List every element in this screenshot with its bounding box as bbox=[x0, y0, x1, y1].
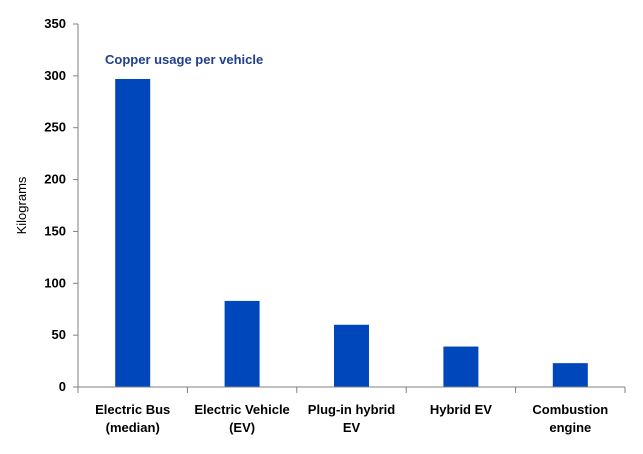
x-ticks-group bbox=[77, 387, 626, 393]
x-labels-group: Electric Bus (median) Electric Vehicle (EV)… bbox=[95, 402, 608, 435]
y-tick-label: 200 bbox=[44, 172, 66, 187]
bar bbox=[552, 363, 588, 387]
bars-group bbox=[115, 78, 588, 388]
chart-title: Copper usage per vehicle bbox=[105, 52, 263, 67]
y-tick-label: 300 bbox=[44, 68, 66, 83]
x-category-label: Electric Vehicle (EV) bbox=[194, 402, 289, 435]
y-ticks-group: 0 50 100 150 200 250 300 350 bbox=[44, 16, 78, 394]
y-tick-label: 350 bbox=[44, 16, 66, 31]
axes-group bbox=[77, 24, 625, 388]
x-category-label: Electric Bus (median) bbox=[95, 402, 170, 435]
x-category-label: Combustion engine bbox=[532, 402, 608, 435]
x-category-label: Plug-in hybrid EV bbox=[308, 402, 395, 435]
bar bbox=[443, 346, 479, 387]
x-category-label: Hybrid EV bbox=[430, 402, 492, 417]
bar bbox=[224, 300, 260, 387]
y-axis-label: Kilograms bbox=[14, 176, 29, 234]
y-tick-label: 0 bbox=[59, 379, 66, 394]
y-tick-label: 100 bbox=[44, 275, 66, 290]
y-tick-label: 150 bbox=[44, 223, 66, 238]
bar bbox=[115, 78, 151, 388]
y-tick-label: 50 bbox=[52, 327, 66, 342]
y-tick-label: 250 bbox=[44, 120, 66, 135]
bar bbox=[334, 324, 369, 387]
